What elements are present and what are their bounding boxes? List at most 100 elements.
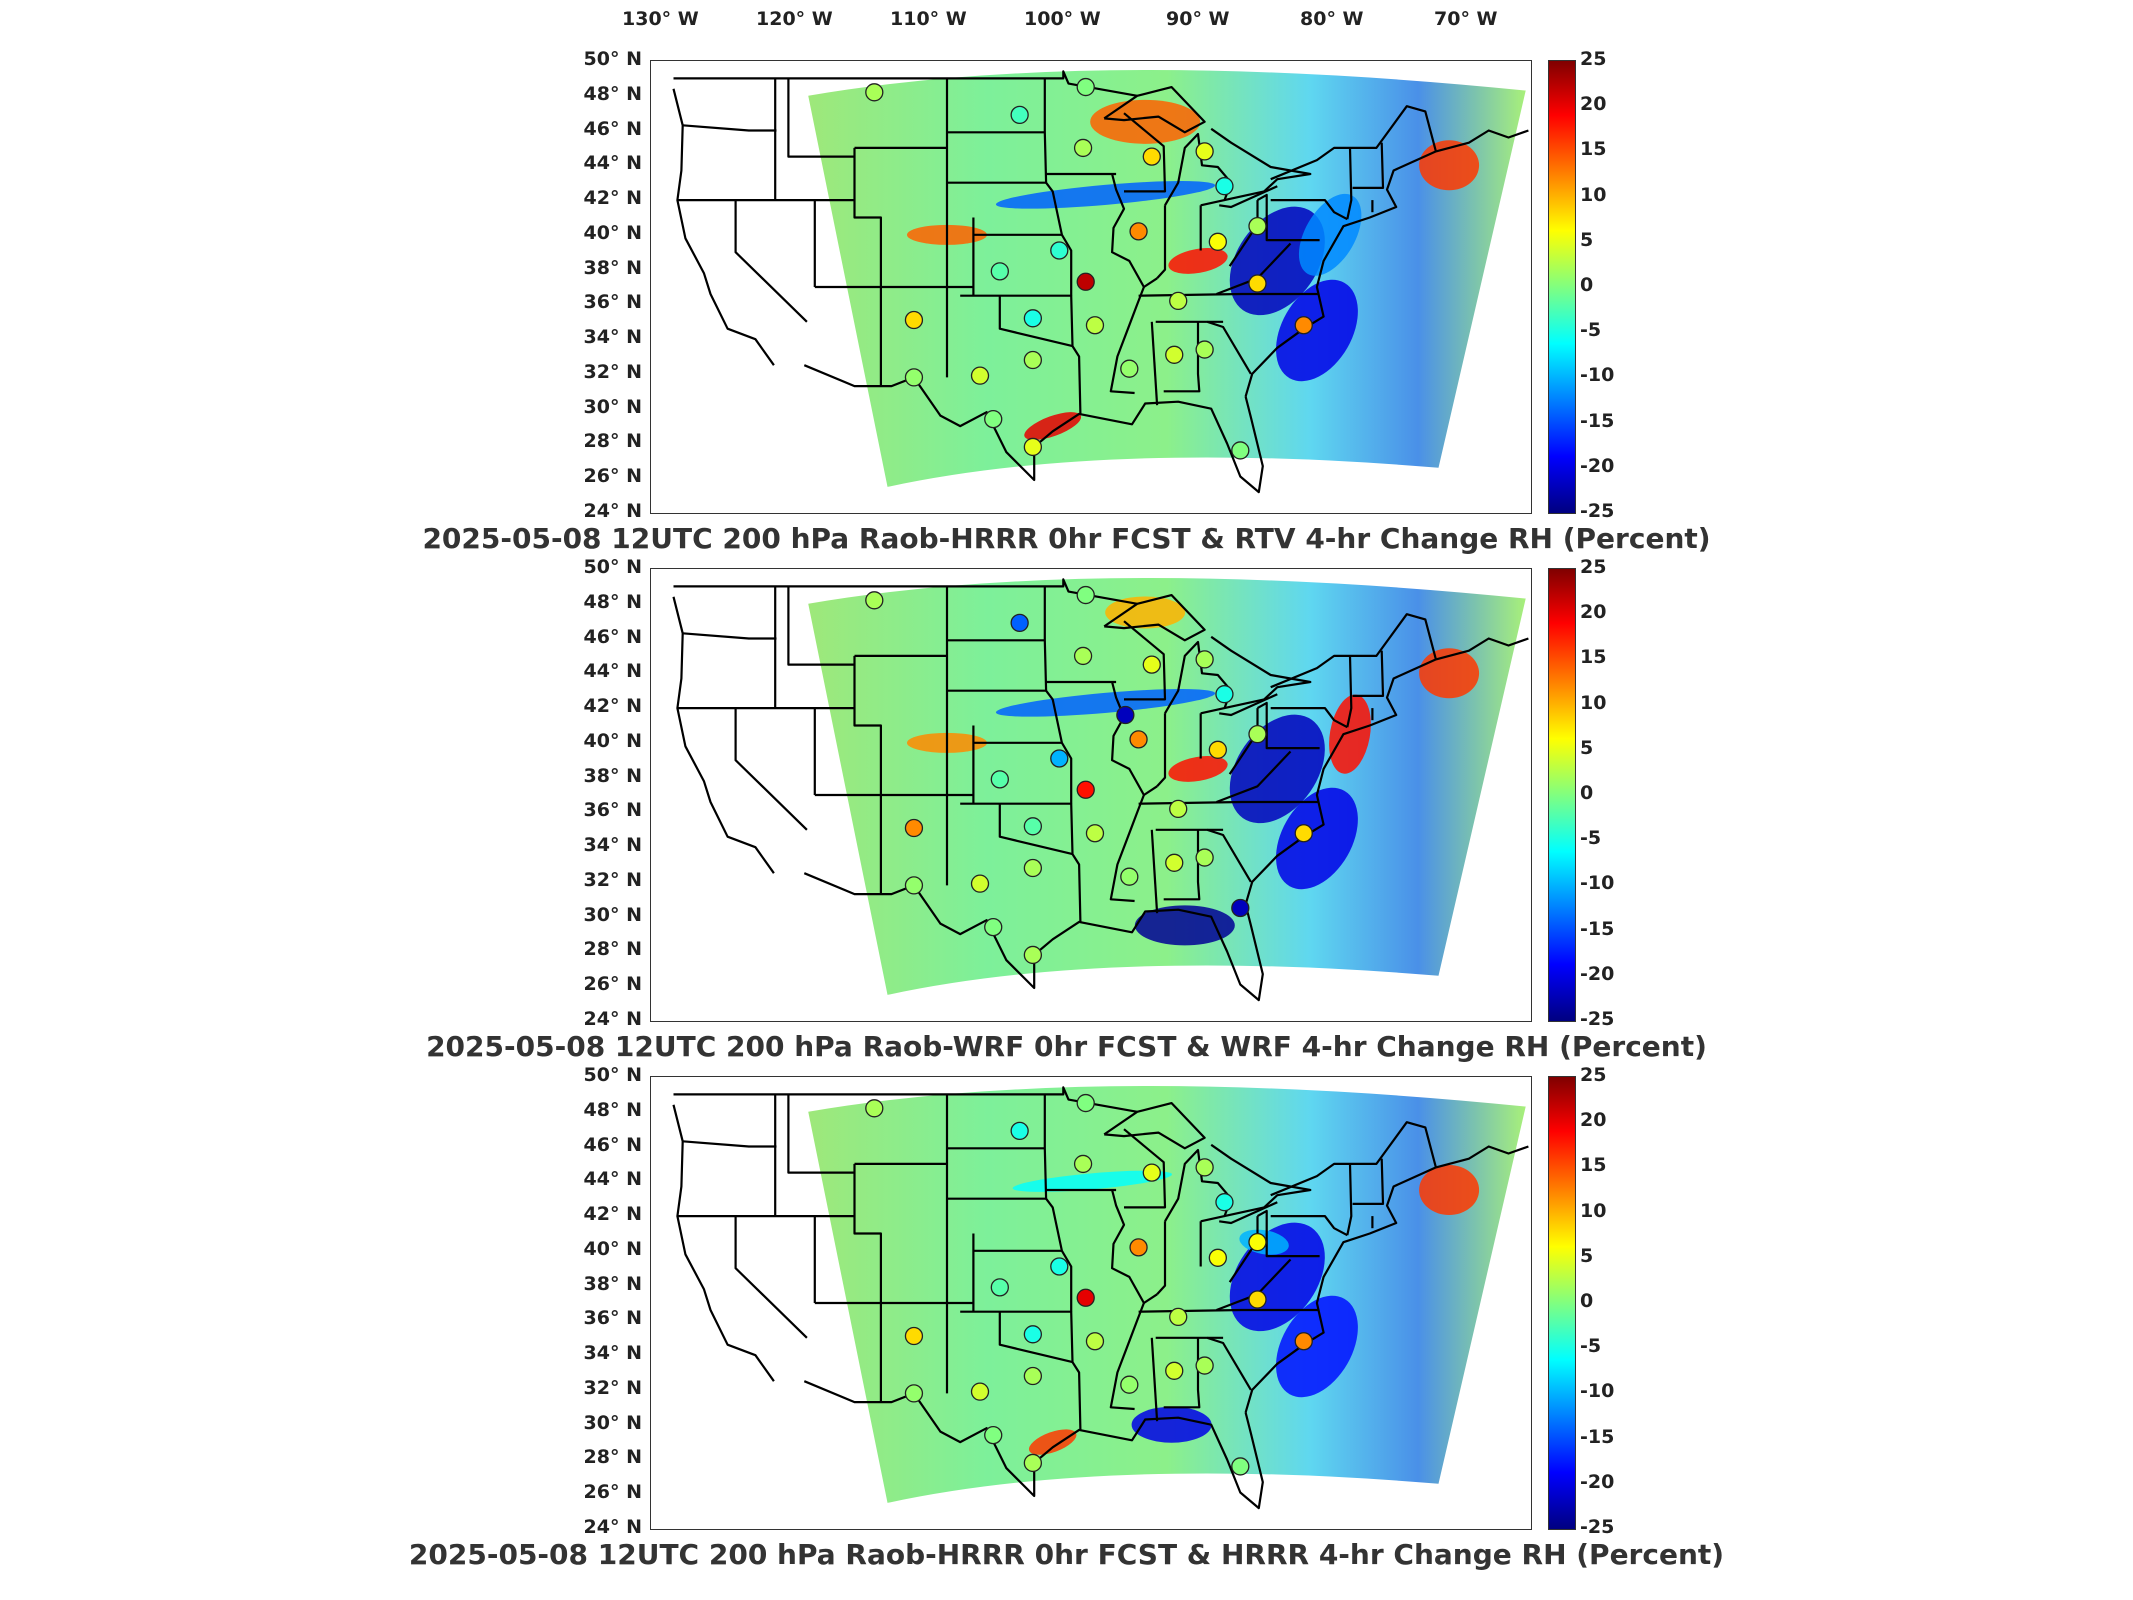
state-boundary xyxy=(1143,277,1158,288)
rh-anomaly-region xyxy=(1276,279,1358,382)
raob-station-marker xyxy=(1050,241,1069,260)
rh-anomaly-region xyxy=(1276,1295,1358,1398)
colorbar xyxy=(1548,568,1576,1022)
rh-anomaly-region xyxy=(1168,756,1228,782)
raob-station-marker xyxy=(1129,222,1148,241)
raob-station-marker xyxy=(1120,1375,1139,1394)
rh-change-map xyxy=(672,578,1529,1002)
lat-label: 50° N xyxy=(583,556,642,578)
rh-change-map xyxy=(672,70,1529,494)
raob-station-marker xyxy=(1085,316,1105,335)
lat-label: 24° N xyxy=(583,1516,642,1538)
raob-station-marker xyxy=(865,1099,884,1118)
raob-station-marker xyxy=(1076,1288,1095,1307)
raob-station-marker xyxy=(1129,730,1148,749)
panel-caption: 2025-05-08 12UTC 200 hPa Raob-WRF 0hr FC… xyxy=(426,1030,1707,1063)
state-boundary xyxy=(1150,321,1159,406)
raob-station-marker xyxy=(1195,340,1214,359)
rh-change-map xyxy=(672,1086,1529,1510)
lat-label: 46° N xyxy=(583,1133,642,1156)
raob-station-marker xyxy=(1073,646,1093,666)
state-boundary xyxy=(1244,1166,1437,1413)
raob-station-marker xyxy=(1294,316,1313,335)
state-boundary xyxy=(1219,1201,1278,1225)
raob-station-marker xyxy=(1023,309,1043,328)
lat-label: 48° N xyxy=(583,1098,642,1121)
lat-label: 32° N xyxy=(583,360,642,383)
state-boundary xyxy=(1435,1145,1529,1169)
rh-anomaly-region xyxy=(995,181,1216,209)
lon-label: 100° W xyxy=(1024,8,1101,30)
colorbar-tick-label: -5 xyxy=(1580,319,1602,342)
colorbar-tick-label: 20 xyxy=(1580,1109,1607,1132)
lat-label: 40° N xyxy=(583,729,642,752)
raob-station-marker xyxy=(1195,1356,1214,1375)
colorbar-tick-label: 5 xyxy=(1580,228,1594,251)
raob-station-marker xyxy=(1231,441,1250,460)
state-boundary xyxy=(1143,1293,1158,1304)
raob-station-marker xyxy=(990,1278,1009,1297)
state-boundary xyxy=(1109,173,1145,395)
raob-station-marker xyxy=(984,1425,1003,1445)
state-boundary xyxy=(1352,1158,1385,1205)
state-boundary xyxy=(1219,693,1278,717)
rh-change-field xyxy=(808,578,1526,995)
colorbar-tick-label: 25 xyxy=(1580,48,1607,70)
raob-station-marker xyxy=(970,874,990,893)
state-boundary xyxy=(1270,1121,1437,1197)
raob-station-marker xyxy=(1169,291,1188,311)
state-boundary xyxy=(803,364,915,388)
lat-label: 46° N xyxy=(583,625,642,648)
state-boundary xyxy=(1435,129,1529,153)
raob-station-marker xyxy=(1231,1457,1250,1476)
state-boundary xyxy=(1256,1209,1320,1258)
state-boundary xyxy=(1256,193,1320,242)
lat-label: 50° N xyxy=(583,1064,642,1086)
raob-station-marker xyxy=(1085,1332,1105,1351)
raob-station-marker xyxy=(904,1384,924,1403)
state-boundary xyxy=(1150,1337,1159,1422)
raob-station-marker xyxy=(984,917,1003,937)
state-boundary xyxy=(682,632,777,640)
rh-change-field xyxy=(808,70,1526,487)
state-boundary xyxy=(1346,655,1353,728)
lat-label: 30° N xyxy=(583,1411,642,1434)
lat-label: 28° N xyxy=(583,938,642,961)
raob-station-marker xyxy=(1076,77,1095,97)
rh-anomaly-region xyxy=(1276,787,1358,890)
raob-station-marker xyxy=(1010,613,1029,633)
raob-station-marker xyxy=(1120,867,1139,886)
rh-change-field xyxy=(808,1086,1526,1503)
rh-anomaly-region xyxy=(1028,1429,1077,1455)
colorbar-tick-label: 20 xyxy=(1580,93,1607,116)
colorbar xyxy=(1548,1076,1576,1530)
state-boundary xyxy=(1270,707,1348,729)
rh-anomaly-region xyxy=(1131,1406,1212,1443)
raob-station-marker xyxy=(1248,274,1267,293)
raob-station-marker xyxy=(1165,853,1184,872)
colorbar-tick-label: 25 xyxy=(1580,1064,1607,1086)
raob-station-marker xyxy=(1010,105,1029,125)
raob-station-marker xyxy=(904,876,924,895)
state-boundary xyxy=(912,1392,1264,1510)
colorbar-tick-label: 10 xyxy=(1580,1199,1607,1222)
state-boundary xyxy=(1206,320,1252,375)
state-boundary xyxy=(912,376,1264,494)
state-boundary xyxy=(1244,658,1437,905)
colorbar-tick-label: 15 xyxy=(1580,646,1607,669)
colorbar-tick-label: -25 xyxy=(1580,500,1615,522)
raob-station-marker xyxy=(1076,1093,1095,1113)
state-boundary xyxy=(1156,1221,1167,1296)
colorbar-tick-label: -20 xyxy=(1580,1470,1615,1493)
state-boundary xyxy=(1270,199,1348,221)
panel-caption: 2025-05-08 12UTC 200 hPa Raob-HRRR 0hr F… xyxy=(408,1538,1725,1571)
colorbar-tick-label: -20 xyxy=(1580,962,1615,985)
raob-station-marker xyxy=(1165,1361,1184,1380)
raob-station-marker xyxy=(984,409,1003,429)
colorbar-tick-label: 5 xyxy=(1580,1244,1594,1267)
state-boundary xyxy=(1216,750,1292,804)
rh-anomaly-region xyxy=(1168,248,1228,274)
rh-anomaly-region xyxy=(1012,1170,1173,1192)
raob-station-marker xyxy=(1169,799,1188,819)
lat-label: 24° N xyxy=(583,500,642,522)
